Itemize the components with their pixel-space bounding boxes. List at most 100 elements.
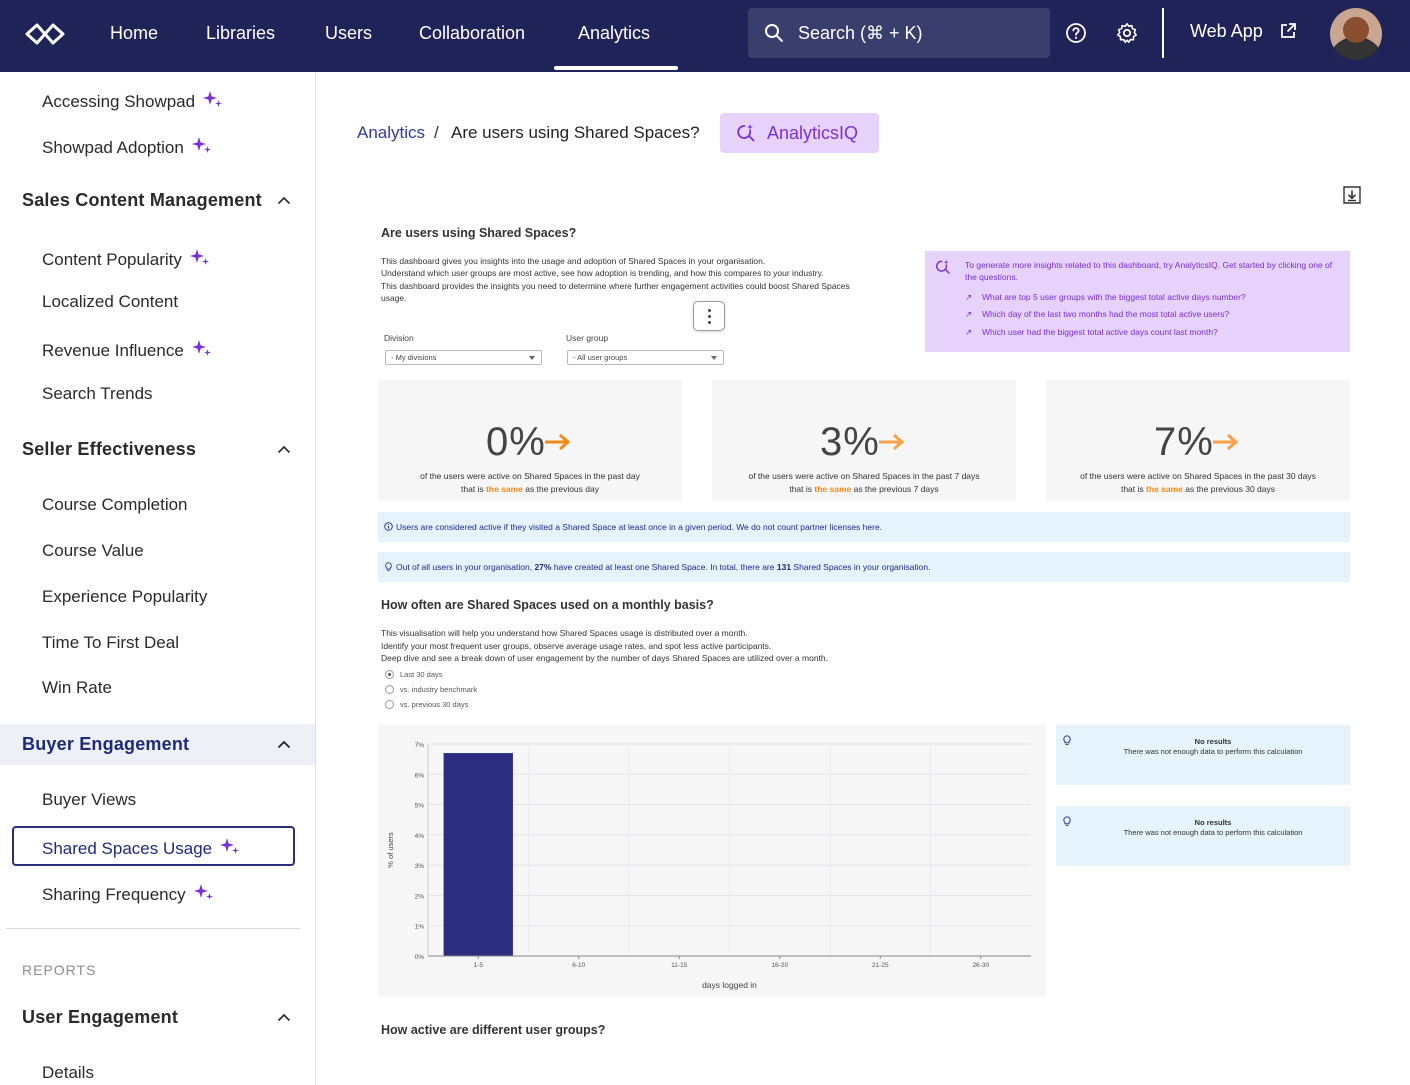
chevron-down-icon xyxy=(529,356,535,360)
bar-chart: 0% 1% 2% 3% 4% 5% 6% 7% 1-5 6-10 11-15 16-20 21-25 26… xyxy=(386,742,1031,990)
no-results-card: No results There was not enough data to … xyxy=(1056,806,1350,866)
sidebar-item-sharing-frequency[interactable]: Sharing Frequency xyxy=(42,882,214,905)
nav-analytics[interactable]: Analytics xyxy=(578,23,651,43)
arrow-up-right-icon: ↗ xyxy=(965,327,973,337)
analyticsiq-question[interactable]: ↗ Which day of the last two months had th… xyxy=(965,309,1230,319)
kpi-card-past-7-days: 3% of the users were active on Shared Sp… xyxy=(712,380,1016,501)
ai-sparkle-icon xyxy=(220,838,240,854)
sidebar-item-experience-popularity[interactable]: Experience Popularity xyxy=(42,587,208,606)
sidebar-reports-heading: REPORTS xyxy=(22,962,97,978)
analyticsiq-question[interactable]: ↗ What are top 5 user groups with the big… xyxy=(965,292,1246,302)
sidebar-item-course-value[interactable]: Course Value xyxy=(42,541,144,560)
chevron-up-icon[interactable] xyxy=(277,196,291,205)
filter-label-user-group: User group xyxy=(566,333,609,343)
kpi-comparison: that is the same as the previous day xyxy=(461,484,599,494)
radio-last-30-days[interactable]: Last 30 days xyxy=(385,670,443,679)
infinity-logo-icon[interactable] xyxy=(24,22,66,46)
arrow-right-icon xyxy=(545,433,571,451)
chevron-up-icon[interactable] xyxy=(277,740,291,749)
ai-sparkle-icon xyxy=(189,249,209,265)
sidebar-item-accessing-showpad[interactable]: Accessing Showpad xyxy=(42,89,223,112)
sidebar-item-search-trends[interactable]: Search Trends xyxy=(42,384,153,403)
no-results-title: No results xyxy=(1194,737,1232,746)
radio-selected-icon xyxy=(385,670,394,679)
analyticsiq-button[interactable]: AnalyticsIQ xyxy=(720,113,879,153)
breadcrumb-parent[interactable]: Analytics xyxy=(357,123,426,142)
ai-search-icon xyxy=(737,124,755,142)
lightbulb-icon xyxy=(385,562,392,571)
sidebar-item-content-popularity[interactable]: Content Popularity xyxy=(42,247,210,270)
chart-x-tick-label: 6-10 xyxy=(572,962,585,969)
sidebar-section-seller-effectiveness[interactable]: Seller Effectiveness xyxy=(22,439,197,459)
radio-previous-30-days[interactable]: vs. previous 30 days xyxy=(385,700,468,709)
avatar[interactable] xyxy=(1330,8,1382,60)
kpi-card-past-30-days: 7% of the users were active on Shared Sp… xyxy=(1046,380,1350,501)
ai-sparkle-icon xyxy=(191,137,211,153)
sidebar-item-selected-outline[interactable] xyxy=(12,826,295,866)
nav-active-indicator xyxy=(554,66,678,70)
monthly-usage-chart: 0% 1% 2% 3% 4% 5% 6% 7% 1-5 6-10 11-15 16-20 21-25 26… xyxy=(378,725,1046,997)
lightbulb-icon xyxy=(1063,816,1071,826)
sidebar-item-showpad-adoption[interactable]: Showpad Adoption xyxy=(42,135,212,158)
user-group-select[interactable]: - All user groups xyxy=(567,350,724,365)
chart-x-tick-label: 11-15 xyxy=(671,962,688,969)
search-input[interactable] xyxy=(798,17,1038,49)
sidebar-item-buyer-views[interactable]: Buyer Views xyxy=(42,790,137,809)
sidebar-active-section-highlight xyxy=(0,724,315,765)
division-select[interactable]: - My divisions xyxy=(385,350,542,365)
top-navigation: Home Libraries Users Collaboration Analy… xyxy=(0,0,1410,72)
no-results-text: There was not enough data to perform thi… xyxy=(1123,828,1303,837)
radio-industry-benchmark[interactable]: vs. industry benchmark xyxy=(385,685,477,694)
kpi-comparison: that is the same as the previous 30 days xyxy=(1120,484,1276,494)
analyticsiq-question[interactable]: ↗ Which user had the biggest total active… xyxy=(965,327,1218,337)
sidebar-section-buyer-engagement[interactable]: Buyer Engagement xyxy=(22,734,190,754)
ai-sparkle-icon xyxy=(193,884,213,900)
sidebar-section-sales-content-management[interactable]: Sales Content Management xyxy=(22,190,262,210)
chart-y-tick-label: 3% xyxy=(415,863,425,870)
filter-label-division: Division xyxy=(384,333,414,343)
more-options-button[interactable] xyxy=(693,301,725,331)
sidebar-item-details[interactable]: Details xyxy=(42,1063,94,1082)
arrow-right-icon xyxy=(1213,433,1239,451)
section-title-monthly-usage: How often are Shared Spaces used on a mo… xyxy=(381,598,714,612)
chevron-down-icon xyxy=(711,356,717,360)
arrow-right-icon xyxy=(879,433,905,451)
web-app-link[interactable]: Web App xyxy=(1190,21,1296,42)
chart-y-tick-label: 1% xyxy=(415,924,425,931)
arrow-up-right-icon: ↗ xyxy=(965,309,973,319)
external-link-icon xyxy=(1281,23,1296,38)
chart-x-axis-label: days logged in xyxy=(702,980,757,990)
dashboard-description: This dashboard gives you insights into t… xyxy=(381,256,850,304)
chart-x-tick-label: 16-20 xyxy=(771,962,788,969)
kpi-comparison: that is the same as the previous 7 days xyxy=(789,484,939,494)
chart-y-axis-label: % of users xyxy=(386,832,395,868)
chart-bar xyxy=(443,753,513,956)
sidebar-section-user-engagement[interactable]: User Engagement xyxy=(22,1007,179,1027)
chart-x-tick-label: 1-5 xyxy=(474,962,484,969)
no-results-card: No results There was not enough data to … xyxy=(1056,725,1350,785)
dashboard-title: Are users using Shared Spaces? xyxy=(381,226,577,240)
sidebar-divider xyxy=(6,928,300,929)
help-icon[interactable] xyxy=(1065,22,1087,44)
nav-users[interactable]: Users xyxy=(325,23,373,43)
global-search[interactable] xyxy=(748,8,1050,58)
sidebar-item-shared-spaces-usage[interactable]: Shared Spaces Usage xyxy=(42,836,240,859)
analyticsiq-suggestions-panel: To generate more insights related to thi… xyxy=(925,251,1350,352)
chevron-up-icon[interactable] xyxy=(277,1013,291,1022)
sidebar-item-revenue-influence[interactable]: Revenue Influence xyxy=(42,338,212,361)
download-icon[interactable] xyxy=(1343,186,1361,204)
nav-collaboration[interactable]: Collaboration xyxy=(419,23,526,43)
radio-empty-icon xyxy=(385,700,394,709)
section-title-user-groups: How active are different user groups? xyxy=(381,1023,606,1037)
nav-home[interactable]: Home xyxy=(110,23,159,43)
chevron-up-icon[interactable] xyxy=(277,445,291,454)
sidebar-item-localized-content[interactable]: Localized Content xyxy=(42,292,179,311)
sidebar-item-course-completion[interactable]: Course Completion xyxy=(42,495,188,514)
sidebar-item-win-rate[interactable]: Win Rate xyxy=(42,678,112,697)
nav-libraries[interactable]: Libraries xyxy=(206,23,276,43)
info-icon xyxy=(384,522,393,531)
gear-icon[interactable] xyxy=(1116,22,1138,44)
breadcrumb-separator: / xyxy=(434,123,439,142)
ai-sparkle-icon xyxy=(191,340,211,356)
sidebar-item-time-to-first-deal[interactable]: Time To First Deal xyxy=(42,633,179,652)
